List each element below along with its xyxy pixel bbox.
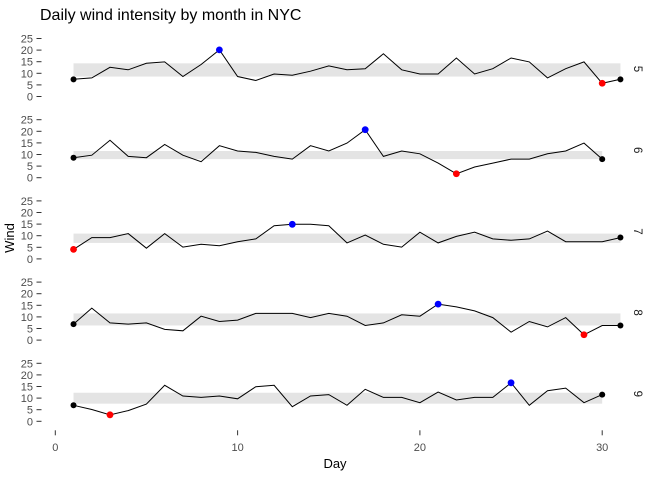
y-tick-label: 20 xyxy=(21,126,33,138)
y-tick-label: 0 xyxy=(27,92,33,104)
y-tick-label: 15 xyxy=(21,300,33,312)
x-tick-label: 30 xyxy=(596,442,608,454)
y-tick-label: 5 xyxy=(27,324,33,336)
wind-line xyxy=(73,223,621,250)
y-tick-label: 10 xyxy=(21,68,33,80)
y-tick-label: 25 xyxy=(21,196,33,208)
x-tick-label: 10 xyxy=(231,442,243,454)
wind-line xyxy=(73,128,603,175)
start-point xyxy=(70,154,77,161)
y-tick-label: 10 xyxy=(21,231,33,243)
start-point xyxy=(70,76,77,83)
wind-line xyxy=(73,382,603,416)
y-tick-label: 25 xyxy=(21,277,33,289)
summary-band xyxy=(73,392,603,404)
max-point xyxy=(434,300,442,308)
start-point xyxy=(70,321,77,328)
y-tick-label: 15 xyxy=(21,219,33,231)
chart-title: Daily wind intensity by month in NYC xyxy=(40,7,301,24)
y-tick-label: 0 xyxy=(27,416,33,428)
wind-line xyxy=(73,303,621,336)
y-axis-title: Wind xyxy=(2,223,17,253)
summary-band xyxy=(73,233,621,243)
y-tick-label: 0 xyxy=(27,335,33,347)
min-point xyxy=(598,79,606,87)
end-point xyxy=(599,156,606,163)
wind-line xyxy=(73,49,621,84)
end-point xyxy=(599,391,606,398)
x-tick-label: 0 xyxy=(52,442,58,454)
min-point xyxy=(580,331,588,339)
end-point xyxy=(617,322,624,329)
x-axis-title: Day xyxy=(323,456,347,471)
max-point xyxy=(361,126,369,134)
facet-strip-label: 8 xyxy=(631,309,643,315)
y-tick-label: 0 xyxy=(27,173,33,185)
y-tick-label: 15 xyxy=(21,138,33,150)
facet-strip-label: 5 xyxy=(631,66,643,72)
y-tick-label: 20 xyxy=(21,208,33,220)
y-tick-label: 5 xyxy=(27,405,33,417)
max-point xyxy=(288,220,296,228)
summary-band xyxy=(73,313,621,326)
y-tick-label: 20 xyxy=(21,45,33,57)
facet-panels: 2520151050525201510506252015105072520151… xyxy=(21,34,643,429)
start-point xyxy=(70,402,77,409)
y-tick-label: 10 xyxy=(21,312,33,324)
y-tick-label: 25 xyxy=(21,115,33,127)
end-point xyxy=(617,76,624,83)
y-tick-label: 5 xyxy=(27,242,33,254)
x-axis: 0 10 20 30 xyxy=(52,430,608,454)
summary-band xyxy=(73,151,603,160)
y-tick-label: 20 xyxy=(21,289,33,301)
min-point xyxy=(452,170,460,178)
facet-strip-label: 9 xyxy=(631,391,643,397)
y-tick-label: 10 xyxy=(21,150,33,162)
facet-strip-label: 6 xyxy=(631,147,643,153)
y-tick-label: 0 xyxy=(27,254,33,266)
end-point xyxy=(617,234,624,241)
y-tick-label: 15 xyxy=(21,382,33,394)
min-point xyxy=(70,245,77,253)
y-tick-label: 10 xyxy=(21,393,33,405)
y-tick-label: 25 xyxy=(21,34,33,46)
x-tick-label: 20 xyxy=(414,442,426,454)
y-tick-label: 5 xyxy=(27,161,33,173)
max-point xyxy=(507,379,515,387)
y-tick-label: 20 xyxy=(21,370,33,382)
facet-strip-label: 7 xyxy=(631,228,643,234)
y-tick-label: 5 xyxy=(27,80,33,92)
y-tick-label: 25 xyxy=(21,358,33,370)
y-tick-label: 15 xyxy=(21,57,33,69)
max-point xyxy=(215,46,223,54)
min-point xyxy=(106,411,114,419)
